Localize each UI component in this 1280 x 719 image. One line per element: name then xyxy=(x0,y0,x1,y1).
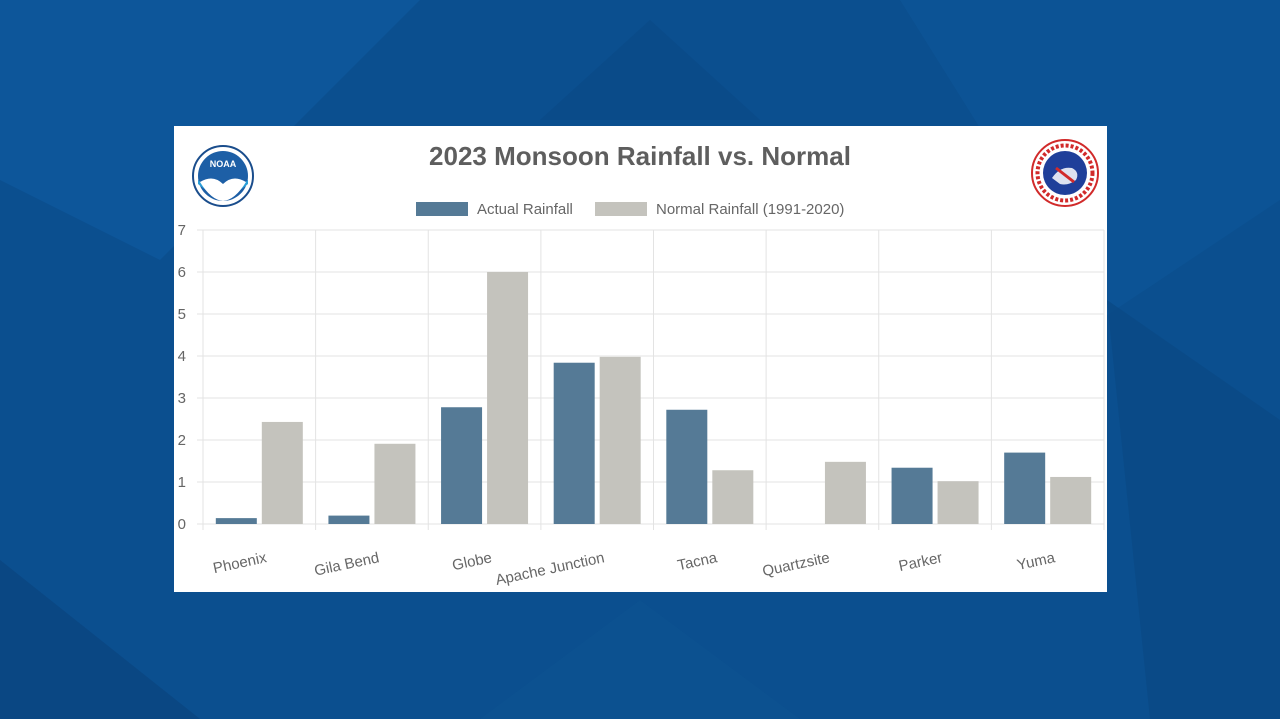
legend-label-normal: Normal Rainfall (1991-2020) xyxy=(656,201,844,218)
chart-card: NOAA 2023 Monsoon Rainfall vs. Normal Ac… xyxy=(174,126,1107,592)
bar-actual xyxy=(553,362,595,524)
y-axis: 0 1 2 3 4 5 6 7 xyxy=(178,222,186,533)
bar-actual xyxy=(1004,452,1046,524)
y-tick-label: 7 xyxy=(178,222,186,239)
bar-normal xyxy=(712,470,754,524)
bar-normal xyxy=(1050,476,1092,524)
y-tick-label: 3 xyxy=(178,390,186,407)
bar-normal xyxy=(599,356,641,524)
bar-actual xyxy=(441,407,483,524)
legend-swatch-actual xyxy=(416,202,468,216)
bar-normal xyxy=(824,461,866,524)
bars xyxy=(215,272,1092,524)
x-tick-label: Quartzsite xyxy=(761,549,831,580)
y-tick-label: 1 xyxy=(178,474,186,491)
bar-actual xyxy=(215,518,257,524)
x-tick-label: Yuma xyxy=(1015,549,1057,574)
x-tick-label: Globe xyxy=(451,549,494,574)
x-tick-label: Gila Bend xyxy=(313,549,381,579)
chart-title: 2023 Monsoon Rainfall vs. Normal xyxy=(429,141,851,171)
y-tick-label: 5 xyxy=(178,306,186,323)
bar-actual xyxy=(328,515,370,524)
x-tick-label: Apache Junction xyxy=(494,549,606,589)
x-axis: Phoenix Gila Bend Globe Apache Junction Tacn… xyxy=(212,549,1058,589)
legend-label-actual: Actual Rainfall xyxy=(477,201,573,218)
chart-legend: Actual Rainfall Normal Rainfall (1991-202… xyxy=(416,201,844,218)
y-tick-label: 6 xyxy=(178,264,186,281)
bar-normal xyxy=(487,272,529,524)
bar-chart: 2023 Monsoon Rainfall vs. Normal Actual … xyxy=(178,141,1105,589)
legend-swatch-normal xyxy=(595,202,647,216)
x-tick-label: Phoenix xyxy=(212,549,269,577)
y-tick-label: 4 xyxy=(178,348,186,365)
noaa-logo-icon: NOAA xyxy=(192,145,254,207)
bar-normal xyxy=(374,443,416,524)
x-tick-label: Tacna xyxy=(676,549,719,574)
bar-actual xyxy=(891,467,933,524)
bar-normal xyxy=(261,421,303,524)
bar-actual xyxy=(666,409,708,524)
x-tick-label: Parker xyxy=(897,549,944,575)
nws-logo-icon xyxy=(1031,139,1099,207)
y-tick-label: 0 xyxy=(178,516,186,533)
bar-normal xyxy=(937,481,979,524)
noaa-logo-text: NOAA xyxy=(210,159,237,169)
y-tick-label: 2 xyxy=(178,432,186,449)
